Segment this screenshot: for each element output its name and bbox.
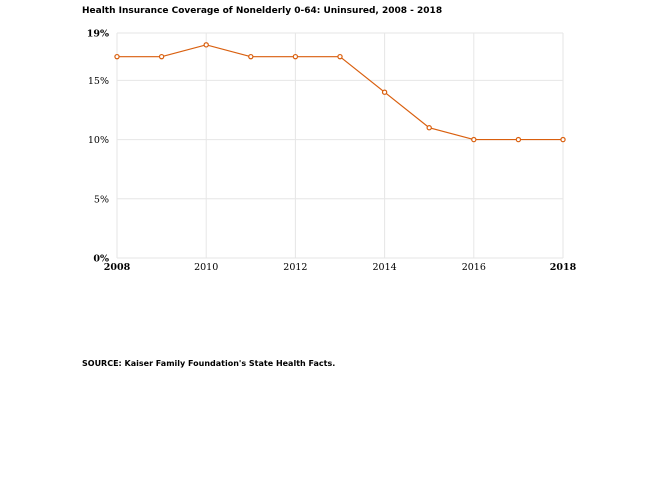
data-point [248, 53, 254, 60]
data-point [515, 136, 522, 143]
x-tick-label: 2016 [462, 262, 486, 273]
data-point [337, 53, 343, 60]
y-tick-label: 0% [93, 254, 109, 265]
chart-title: Health Insurance Coverage of Nonelderly … [82, 6, 443, 16]
data-point [560, 136, 566, 143]
y-tick-label: 5% [94, 194, 109, 205]
data-point [114, 53, 120, 60]
x-tick-label: 2008 [104, 262, 131, 273]
gridlines [116, 32, 564, 259]
data-point [203, 42, 209, 48]
data-point [471, 136, 477, 143]
tick-labels: 0% 5% 10% 15% 19% 2008 2010 2012 2014 2016 2018 [87, 29, 577, 274]
y-tick-label: 10% [88, 135, 109, 146]
data-point [292, 53, 299, 60]
series-layer [114, 42, 566, 143]
x-tick-label: 2018 [550, 262, 577, 273]
x-tick-label: 2012 [283, 262, 307, 273]
y-tick-label: 15% [88, 76, 109, 87]
data-point [381, 89, 388, 95]
y-tick-label: 19% [87, 29, 109, 40]
data-point [426, 125, 432, 131]
source-note: SOURCE: Kaiser Family Foundation's State… [82, 359, 336, 368]
data-point [158, 53, 165, 60]
x-tick-label: 2010 [194, 262, 218, 273]
x-tick-label: 2014 [373, 262, 397, 273]
